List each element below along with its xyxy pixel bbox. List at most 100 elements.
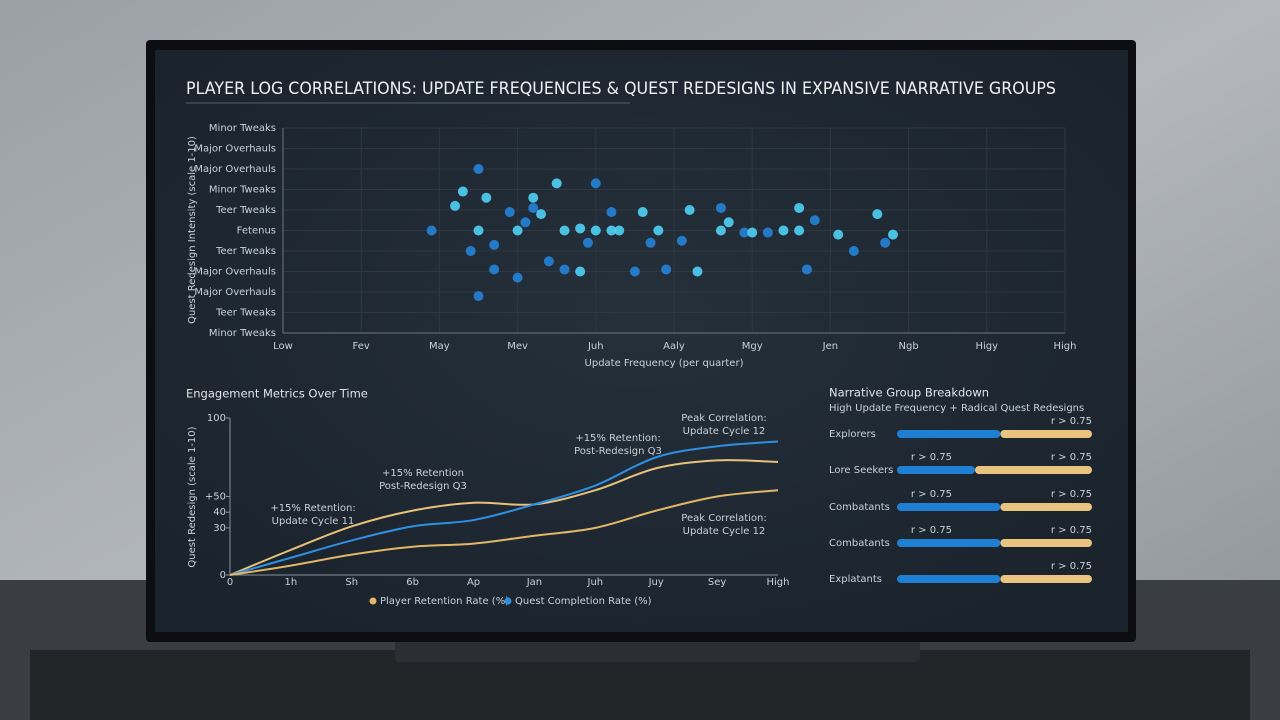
scatter-point (723, 217, 734, 228)
y-tick-label: Minor Tweaks (209, 123, 276, 134)
scatter-point (489, 239, 500, 250)
scatter-point (575, 223, 586, 234)
x-tick-label: May (429, 341, 450, 352)
chart-title: PLAYER LOG CORRELATIONS: UPDATE FREQUENC… (186, 79, 1056, 99)
x-tick-label: Jan (526, 577, 542, 588)
scatter-point (426, 225, 437, 236)
line-series (229, 489, 779, 576)
scatter-point (747, 227, 758, 238)
category-label: Combatants (829, 502, 890, 513)
scatter-point (887, 229, 898, 240)
x-tick-label: Low (273, 341, 293, 352)
legend-swatch (504, 597, 512, 605)
scatter-point (715, 202, 726, 213)
scatter-point (551, 178, 562, 189)
x-tick-label: Sey (708, 577, 727, 588)
scatter-point (575, 266, 586, 277)
scatter-point (794, 202, 805, 213)
scatter-point (559, 264, 570, 275)
x-tick-label: Juy (648, 577, 664, 588)
bar-segment (1000, 539, 1092, 547)
x-tick-label: 1h (285, 577, 298, 588)
scatter-point (637, 207, 648, 218)
scatter-point (450, 200, 461, 211)
scatter-point (809, 215, 820, 226)
bar-segment (1000, 503, 1092, 511)
y-tick-label: Teer Tweaks (215, 205, 276, 216)
scatter-point (801, 264, 812, 275)
annotation: Post-Redesign Q3 (379, 481, 467, 492)
x-axis-label: Update Frequency (per quarter) (585, 358, 744, 369)
scatter-point (676, 235, 687, 246)
x-tick-label: Fev (353, 341, 370, 352)
scatter-point (457, 186, 468, 197)
bar-segment (897, 503, 1001, 511)
scatter-point (590, 225, 601, 236)
y-tick-label: 0 (220, 570, 226, 581)
annotation: +15% Retention: (575, 433, 660, 444)
legend-label: Quest Completion Rate (%) (515, 596, 652, 607)
line-series (229, 459, 779, 576)
annotation: Update Cycle 11 (272, 516, 355, 527)
x-tick-label: Jen (822, 341, 838, 352)
annotation: r > 0.75 (911, 452, 952, 463)
annotation: r > 0.75 (1051, 452, 1092, 463)
scatter-point (512, 272, 523, 283)
annotation: Post-Redesign Q3 (574, 446, 662, 457)
x-tick-label: Mgy (742, 341, 763, 352)
screen (155, 50, 1128, 632)
annotation: r > 0.75 (911, 525, 952, 536)
y-tick-label: Major Overhauls (194, 144, 276, 155)
y-tick-label: Teer Tweaks (215, 308, 276, 319)
bar-segment (897, 466, 975, 474)
scatter-point (512, 225, 523, 236)
scatter-point (504, 207, 515, 218)
category-label: Lore Seekers (829, 465, 893, 476)
y-tick-label: +50 (205, 492, 226, 503)
x-tick-label: Juh (587, 577, 604, 588)
x-tick-label: High (1054, 341, 1077, 352)
annotation: Peak Correlation: (681, 413, 766, 424)
scatter-point (692, 266, 703, 277)
scatter-point (684, 205, 695, 215)
chart-title: Narrative Group Breakdown (829, 386, 989, 400)
annotation: r > 0.75 (1051, 489, 1092, 500)
scatter-point (559, 225, 570, 236)
scatter-point (528, 192, 539, 203)
annotation: r > 0.75 (1051, 525, 1092, 536)
y-axis-label: Quest Redesign Intensity (scale 1-10) (187, 136, 198, 324)
scatter-point (739, 227, 750, 238)
annotation: Peak Correlation: (681, 513, 766, 524)
scatter-point (762, 227, 773, 238)
y-tick-label: Minor Tweaks (209, 328, 276, 339)
scatter-point (848, 246, 859, 256)
scatter-point (520, 217, 531, 228)
scatter-point (645, 237, 656, 248)
annotation: r > 0.75 (1051, 561, 1092, 572)
category-label: Combatants (829, 538, 890, 549)
scatter-point (543, 256, 554, 267)
annotation: Update Cycle 12 (683, 426, 766, 437)
scatter-point (653, 225, 664, 236)
y-tick-label: Major Overhauls (194, 287, 276, 298)
x-tick-label: Ap (467, 577, 480, 588)
annotation: +15% Retention (382, 468, 464, 479)
y-tick-label: 30 (213, 523, 226, 534)
x-tick-label: Aaly (663, 341, 685, 352)
y-tick-label: 40 (213, 507, 226, 518)
x-tick-label: High (767, 577, 790, 588)
scatter-point (481, 192, 492, 203)
category-label: Explatants (829, 574, 882, 585)
y-tick-label: Fetenus (237, 226, 276, 237)
bar-segment (897, 430, 1001, 438)
annotation: Update Cycle 12 (683, 526, 766, 537)
scatter-point (661, 264, 672, 275)
chart-title: Engagement Metrics Over Time (186, 387, 368, 401)
scatter-point (629, 266, 640, 277)
scatter-point (606, 207, 617, 218)
scatter-point (528, 202, 539, 213)
scatter-point (473, 225, 484, 236)
x-tick-label: 0 (227, 577, 233, 588)
